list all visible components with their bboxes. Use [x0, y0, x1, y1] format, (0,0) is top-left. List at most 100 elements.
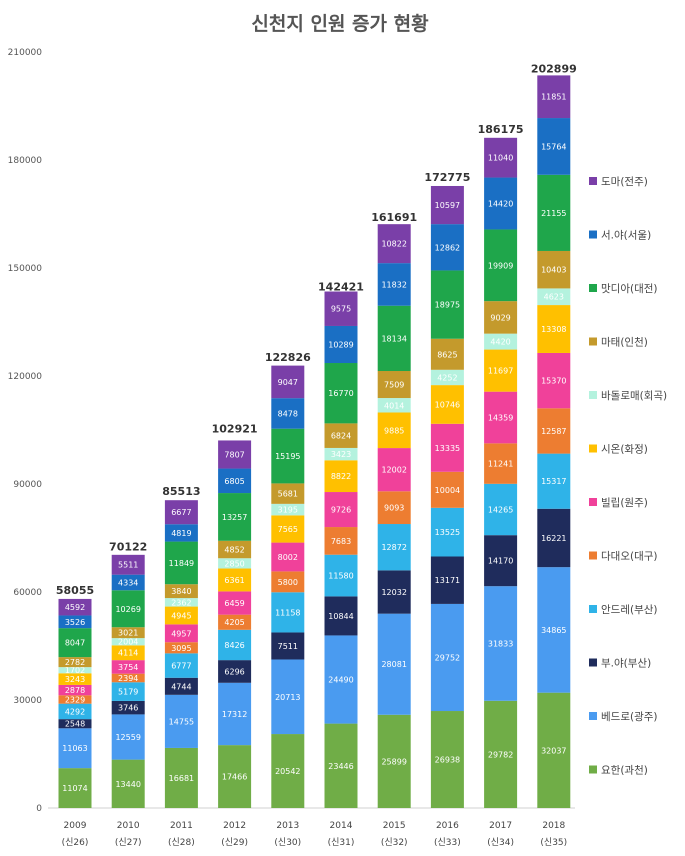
bar-segment — [430, 556, 464, 604]
segment-value-label: 3243 — [65, 675, 85, 684]
segment-value-label: 12872 — [381, 543, 406, 552]
segment-value-label: 14359 — [488, 414, 513, 423]
bar-segment — [58, 615, 92, 629]
bar-segment — [324, 527, 358, 555]
segment-value-label: 28081 — [381, 660, 406, 669]
bar-segment — [58, 673, 92, 685]
chart-title: 신천지 인원 증가 현황 — [251, 12, 429, 35]
segment-value-label: 4205 — [224, 618, 244, 627]
segment-value-label: 17466 — [222, 773, 247, 782]
segment-value-label: 4292 — [65, 707, 85, 716]
bar-segment — [271, 659, 305, 735]
bar-segment — [484, 443, 518, 484]
bar-segment — [377, 371, 411, 399]
segment-value-label: 10746 — [435, 400, 460, 409]
segment-value-label: 2362 — [171, 598, 191, 607]
y-tick-label: 120000 — [8, 372, 43, 382]
segment-value-label: 2004 — [118, 638, 138, 647]
segment-value-label: 8047 — [65, 639, 85, 648]
x-tick-label: 2009 — [64, 821, 87, 831]
bar-total-label: 172775 — [424, 171, 470, 184]
bar-segment — [218, 660, 252, 683]
bar-segment — [111, 759, 145, 808]
bar-total-label: 122826 — [265, 351, 311, 364]
segment-value-label: 6361 — [224, 576, 244, 585]
bar-segment — [537, 75, 571, 119]
x-tick-sublabel: (신26) — [62, 837, 89, 848]
segment-value-label: 12032 — [381, 588, 406, 597]
segment-value-label: 9029 — [490, 313, 510, 322]
y-tick-label: 60000 — [13, 588, 42, 598]
segment-value-label: 10822 — [381, 240, 406, 249]
bar-segment — [324, 363, 358, 424]
bar-segment — [218, 540, 252, 559]
bar-segment — [164, 584, 198, 599]
segment-value-label: 8822 — [331, 472, 351, 481]
segment-value-label: 18975 — [435, 301, 460, 310]
bar-segment — [111, 700, 145, 715]
x-tick-sublabel: (신29) — [221, 837, 248, 848]
x-tick-sublabel: (신33) — [434, 837, 461, 848]
bar-segment — [164, 624, 198, 643]
segment-value-label: 4744 — [171, 682, 191, 691]
x-tick-label: 2013 — [276, 821, 299, 831]
bar-segment — [537, 305, 571, 353]
segment-value-label: 3840 — [171, 587, 191, 596]
bar-segment — [111, 590, 145, 628]
x-tick-sublabel: (신32) — [381, 837, 408, 848]
bar-segment — [164, 677, 198, 695]
x-tick-label: 2012 — [223, 821, 246, 831]
x-tick-sublabel: (신28) — [168, 837, 195, 848]
bar-segment — [324, 635, 358, 724]
bar-segment — [58, 703, 92, 720]
x-tick-sublabel: (신35) — [540, 837, 567, 848]
x-tick-sublabel: (신31) — [328, 837, 355, 848]
bar-segment — [218, 614, 252, 630]
segment-value-label: 4114 — [118, 649, 138, 658]
segment-value-label: 2878 — [65, 686, 85, 695]
bar-segment — [537, 567, 571, 693]
bar-segment — [218, 493, 252, 541]
bar-segment — [164, 747, 198, 808]
bar-segment — [271, 734, 305, 808]
x-tick-label: 2015 — [383, 821, 406, 831]
segment-value-label: 3095 — [171, 644, 191, 653]
segment-value-label: 14265 — [488, 505, 513, 514]
bar-segment — [484, 301, 518, 334]
bar-segment — [484, 229, 518, 302]
bar-segment — [111, 682, 145, 701]
x-axis: 2009 (신26) 2010 (신27) 2011 (신28) 2012 (신29) 2013… — [62, 821, 568, 848]
y-tick-label: 0 — [36, 804, 42, 814]
x-tick-label: 2018 — [542, 821, 565, 831]
segment-value-label: 23446 — [328, 762, 353, 771]
legend-label: 마태(인천) — [601, 337, 648, 349]
legend-label: 서.야(서울) — [601, 229, 651, 242]
segment-value-label: 7509 — [384, 381, 404, 390]
bar-segment — [537, 453, 571, 509]
segment-value-label: 9093 — [384, 504, 404, 513]
bar-segment — [324, 492, 358, 528]
bar-segment — [430, 270, 464, 339]
segment-value-label: 15764 — [541, 142, 566, 151]
legend-label: 도마(전주) — [601, 176, 648, 188]
legend-label: 바돌로매(회곡) — [601, 390, 667, 402]
segment-value-label: 8625 — [437, 350, 457, 359]
segment-value-label: 6459 — [224, 599, 244, 608]
bar-segment — [58, 628, 92, 658]
segment-value-label: 11849 — [169, 559, 194, 568]
bar-segment — [484, 700, 518, 808]
bar-segment — [111, 554, 145, 575]
segment-value-label: 15195 — [275, 452, 300, 461]
x-tick-label: 2017 — [489, 821, 512, 831]
segment-value-label: 34865 — [541, 626, 566, 635]
bar-segment — [324, 447, 358, 461]
segment-value-label: 10597 — [435, 201, 460, 210]
bar-segment — [58, 728, 92, 769]
bar-segment — [484, 349, 518, 392]
bar-segment — [271, 632, 305, 660]
legend-label: 다대오(대구) — [601, 551, 658, 563]
segment-value-label: 6805 — [224, 477, 244, 486]
bar-segment — [271, 571, 305, 593]
bar-segment — [324, 460, 358, 493]
bar-segment — [484, 483, 518, 536]
